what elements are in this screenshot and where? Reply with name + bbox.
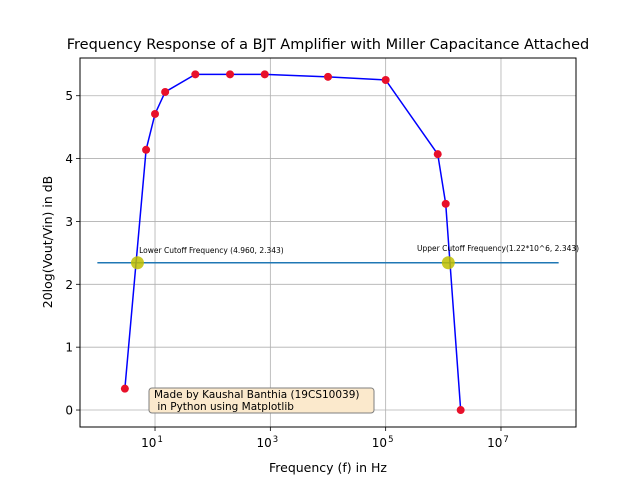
- data-point: [142, 145, 151, 154]
- cutoff-point: [441, 256, 455, 270]
- y-tick-label: 0: [65, 404, 73, 418]
- y-tick-label: 5: [65, 89, 73, 103]
- data-point: [120, 384, 129, 393]
- data-point: [381, 76, 390, 85]
- y-tick-label: 4: [65, 152, 73, 166]
- data-point: [441, 199, 450, 208]
- note-box-background: [148, 387, 375, 414]
- data-point: [324, 72, 332, 81]
- grid-layer: [80, 58, 576, 427]
- note-line-2: in Python using Matplotlib: [154, 401, 294, 413]
- data-point: [260, 70, 269, 79]
- note-box: Made by Kaushal Banthia (19CS10039) in P…: [148, 387, 375, 414]
- data-point: [226, 70, 235, 79]
- data-point: [151, 109, 160, 118]
- x-tick-exponent: 1: [157, 435, 162, 445]
- x-axis-label: Frequency (f) in Hz: [269, 460, 387, 475]
- data-point: [161, 87, 170, 96]
- y-axis-label: 20log(Vout/Vin) in dB: [40, 176, 55, 309]
- x-tick-exponent: 3: [273, 435, 278, 445]
- note-line-1: Made by Kaushal Banthia (19CS10039): [154, 389, 359, 401]
- cutoff-annotation: Lower Cutoff Frequency (4.960, 2.343): [139, 246, 284, 255]
- x-tick-exponent: 5: [388, 435, 393, 445]
- y-tick-label: 2: [65, 278, 73, 292]
- y-tick-label: 1: [65, 341, 73, 355]
- plot-frame: [79, 57, 577, 428]
- data-point: [191, 70, 200, 79]
- y-tick-label: 3: [65, 215, 73, 229]
- cutoff-point: [130, 256, 144, 270]
- chart-title: Frequency Response of a BJT Amplifier wi…: [67, 37, 590, 53]
- data-point: [456, 406, 465, 415]
- data-point: [433, 150, 442, 159]
- cutoff-annotation: Upper Cutoff Frequency(1.22*10^6, 2.343): [417, 244, 579, 253]
- x-tick-exponent: 7: [503, 435, 508, 445]
- response-line: [124, 73, 462, 411]
- data-layer: Lower Cutoff Frequency (4.960, 2.343) Upp…: [97, 70, 579, 415]
